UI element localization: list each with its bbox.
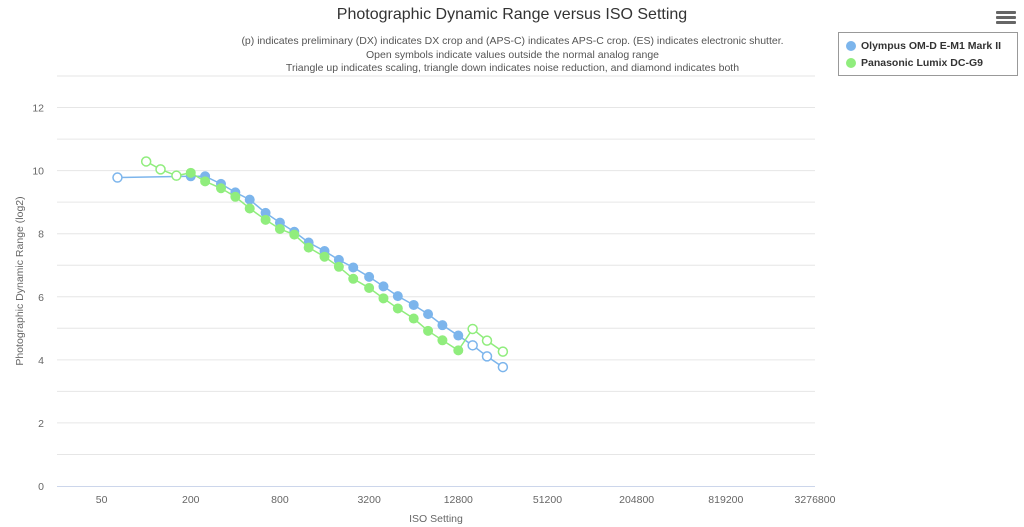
- data-point: [437, 335, 448, 346]
- x-tick-label: 204800: [619, 494, 654, 506]
- data-point: [155, 164, 166, 175]
- legend-label: Olympus OM-D E-M1 Mark II: [861, 39, 1002, 52]
- data-point: [467, 323, 478, 335]
- x-tick-label: 3200: [357, 494, 381, 506]
- y-tick-label: 10: [32, 166, 44, 178]
- data-point: [497, 346, 509, 357]
- x-axis-title: ISO Setting: [409, 513, 463, 525]
- data-point: [453, 345, 464, 356]
- data-point: [348, 262, 359, 273]
- y-tick-label: 8: [38, 229, 44, 241]
- data-point: [481, 351, 493, 362]
- data-point: [378, 281, 389, 292]
- data-point: [481, 335, 493, 346]
- y-tick-label: 12: [32, 103, 44, 115]
- data-point: [348, 273, 359, 284]
- data-point: [244, 203, 255, 214]
- subtitle-line: Triangle up indicates scaling, triangle …: [285, 62, 740, 74]
- data-point: [260, 214, 271, 225]
- chart-legend: Olympus OM-D E-M1 Mark II Panasonic Lumi…: [838, 32, 1018, 76]
- x-tick-label: 800: [271, 494, 289, 506]
- y-tick-labels: 0 2 4 6 8 10 12: [32, 103, 44, 493]
- data-point: [112, 172, 123, 183]
- data-point: [437, 320, 448, 331]
- y-tick-label: 0: [38, 481, 44, 493]
- series-0: [112, 171, 509, 373]
- x-tick-label: 3276800: [795, 494, 836, 506]
- data-point: [497, 361, 509, 373]
- data-point: [274, 223, 285, 234]
- data-point: [140, 156, 152, 167]
- data-point: [378, 293, 389, 304]
- legend-item-olympus[interactable]: Olympus OM-D E-M1 Mark II: [839, 37, 1017, 54]
- data-point: [453, 330, 464, 341]
- legend-item-panasonic[interactable]: Panasonic Lumix DC-G9: [839, 54, 1017, 71]
- data-point: [408, 313, 419, 324]
- x-tick-label: 12800: [444, 494, 473, 506]
- data-point: [333, 261, 344, 272]
- x-tick-label: 819200: [708, 494, 743, 506]
- data-point: [408, 299, 419, 310]
- page-title: Photographic Dynamic Range versus ISO Se…: [336, 6, 688, 23]
- x-tick-label: 51200: [533, 494, 562, 506]
- x-tick-labels: 50 200 800 3200 12800 51200 204800 819200 327680…: [96, 494, 836, 506]
- legend-marker-icon: [846, 40, 856, 51]
- data-point: [303, 242, 314, 253]
- data-point: [467, 340, 478, 351]
- legend-label: Panasonic Lumix DC-G9: [861, 56, 983, 69]
- x-tick-label: 50: [96, 494, 108, 506]
- series-1: [140, 156, 509, 357]
- data-point: [185, 167, 196, 178]
- data-point: [423, 325, 434, 336]
- data-point: [392, 303, 403, 314]
- hamburger-menu-icon[interactable]: [994, 9, 1018, 29]
- legend-marker-icon: [846, 57, 856, 68]
- y-tick-label: 4: [38, 355, 44, 367]
- grid-lines: [57, 75, 815, 455]
- data-point: [289, 229, 300, 240]
- data-point: [200, 176, 211, 187]
- data-point: [364, 271, 375, 282]
- data-point: [319, 251, 330, 262]
- x-tick-label: 200: [182, 494, 200, 506]
- data-point: [215, 183, 226, 194]
- subtitle-line: (p) indicates preliminary (DX) indicates…: [241, 35, 784, 47]
- data-point: [171, 170, 182, 181]
- y-tick-label: 2: [38, 418, 44, 430]
- y-tick-label: 6: [38, 292, 44, 304]
- data-point: [364, 282, 375, 293]
- data-point: [423, 309, 434, 320]
- y-axis-title: Photographic Dynamic Range (log2): [14, 196, 26, 365]
- subtitle-line: Open symbols indicate values outside the…: [365, 48, 659, 61]
- data-point: [230, 191, 241, 202]
- data-point: [392, 291, 403, 302]
- data-point: [244, 194, 255, 205]
